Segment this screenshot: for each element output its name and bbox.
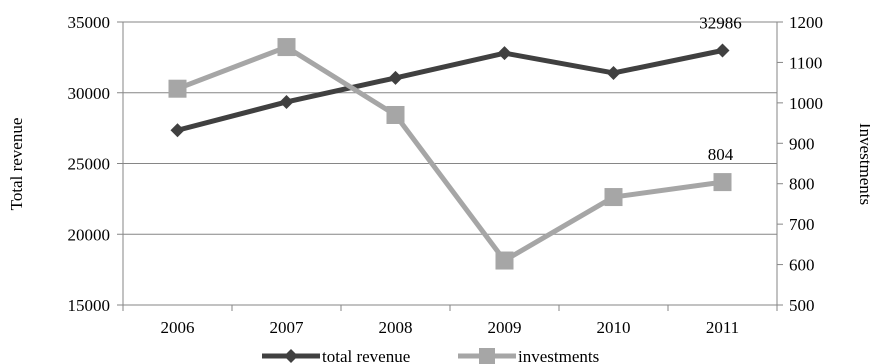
right-tick-label: 800 (789, 175, 815, 194)
legend-total-revenue-label: total revenue (322, 347, 410, 364)
x-tick-label: 2010 (597, 318, 631, 337)
left-axis-title: Total revenue (7, 118, 26, 211)
left-tick-label: 25000 (68, 155, 111, 174)
total-revenue-point (388, 70, 403, 85)
investments-line (176, 44, 723, 264)
right-tick-label: 1200 (789, 13, 823, 32)
left-tick-label: 30000 (68, 84, 111, 103)
legend: total revenue investments (262, 347, 599, 364)
investments-point (713, 173, 732, 192)
total-revenue-point (497, 46, 512, 61)
total-revenue-point (170, 123, 185, 138)
right-tick-label: 1000 (789, 94, 823, 113)
x-tick-label: 2011 (706, 318, 739, 337)
total-revenue-point (606, 65, 621, 80)
investments-point (604, 188, 623, 207)
x-tick-label: 2007 (270, 318, 305, 337)
x-axis-ticks: 2006 2007 2008 2009 2010 2011 (122, 305, 778, 337)
total-revenue-point (715, 43, 730, 58)
total-revenue-point (279, 94, 294, 109)
right-tick-label: 1100 (789, 53, 822, 72)
right-tick-label: 500 (789, 296, 815, 315)
left-tick-label: 35000 (68, 13, 111, 32)
total-revenue-line (176, 48, 724, 133)
investments-point (495, 251, 514, 270)
investments-point (168, 79, 187, 98)
legend-investments-label: investments (518, 347, 599, 364)
x-tick-label: 2009 (488, 318, 522, 337)
right-axis-title: Investments (856, 123, 870, 205)
legend-total-revenue-marker (284, 349, 298, 363)
investments-point (386, 105, 405, 124)
data-label: 804 (708, 145, 734, 164)
left-tick-label: 15000 (68, 296, 111, 315)
x-tick-label: 2008 (379, 318, 413, 337)
series-lines (168, 38, 732, 270)
right-axis-ticks: 500 600 700 800 900 1000 1100 1200 (777, 13, 823, 315)
right-tick-label: 900 (789, 134, 815, 153)
right-tick-label: 700 (789, 215, 815, 234)
legend-investments-marker (479, 348, 495, 364)
data-label: 32986 (699, 13, 742, 32)
data-labels: 32986 804 (699, 13, 742, 164)
x-tick-label: 2006 (161, 318, 195, 337)
left-axis-ticks: 15000 20000 25000 30000 35000 (68, 13, 123, 315)
investments-point (277, 38, 296, 57)
left-tick-label: 20000 (68, 225, 111, 244)
right-tick-label: 600 (789, 256, 815, 275)
